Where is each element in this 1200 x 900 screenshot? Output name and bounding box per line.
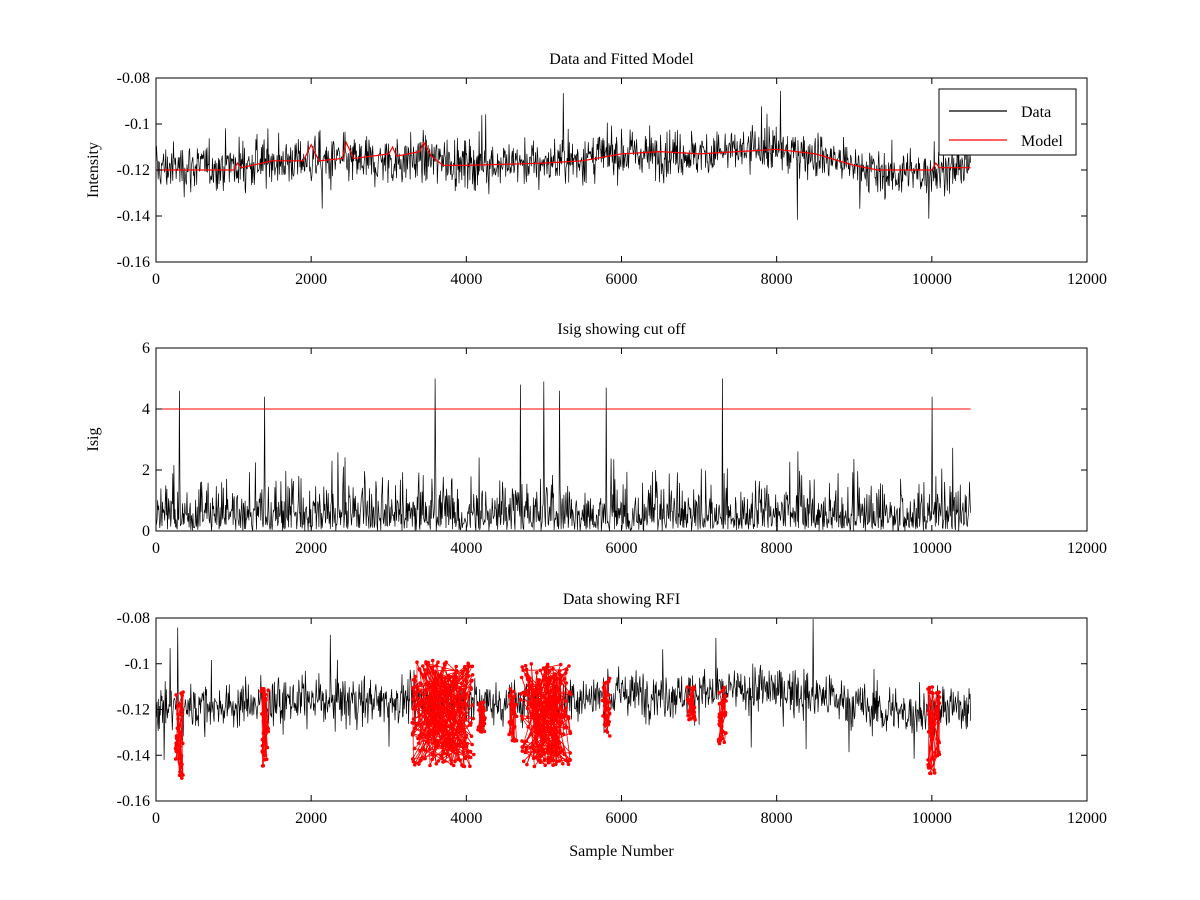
y-tick-label: -0.14 [117, 747, 150, 764]
x-tick-label: 10000 [912, 271, 952, 288]
y-tick-label: -0.14 [117, 208, 150, 225]
plot-area [156, 618, 971, 780]
y-tick-label: -0.12 [117, 702, 150, 719]
y-tick-label: -0.08 [117, 70, 150, 87]
x-tick-label: 6000 [606, 810, 638, 827]
x-tick-label: 8000 [761, 540, 793, 557]
subplot-1: 0 2000 4000 6000 8000 10000 12000 -0.16 -0.14 -0.… [85, 51, 1107, 288]
x-tick-label: 4000 [450, 271, 482, 288]
x-tick-label: 2000 [295, 810, 327, 827]
y-axis-label: Intensity [85, 142, 102, 198]
y-tick-label: -0.08 [117, 610, 150, 627]
x-tick-label: 12000 [1067, 810, 1107, 827]
x-tick-label: 2000 [295, 271, 327, 288]
rfi-region-7 [601, 678, 611, 737]
x-tick-label: 6000 [606, 271, 638, 288]
isig-series-line [156, 378, 971, 531]
y-tick-label: -0.1 [125, 656, 150, 673]
x-tick-label: 12000 [1067, 271, 1107, 288]
legend-box [938, 88, 1077, 156]
rfi-markers [173, 658, 942, 780]
rfi-region-6 [519, 663, 572, 768]
x-tick-label: 0 [152, 271, 160, 288]
y-tick-label: 2 [142, 462, 150, 479]
y-tick-label: 6 [142, 340, 150, 357]
subplot-2: 0 2000 4000 6000 8000 10000 12000 0 2 4 6 Isig show… [85, 321, 1107, 557]
subplot-3: 0 2000 4000 6000 8000 10000 12000 -0.16 -0.14 -0.… [117, 591, 1107, 860]
subplot-title: Data and Fitted Model [549, 51, 694, 68]
y-tick-label: 0 [142, 523, 150, 540]
subplot-title: Data showing RFI [563, 591, 680, 608]
x-tick-label: 4000 [450, 540, 482, 557]
rfi-region-3 [411, 660, 474, 768]
model-series-line [156, 140, 971, 171]
x-tick-label: 10000 [912, 540, 952, 557]
legend: Data Model [938, 88, 1077, 156]
y-tick-label: -0.12 [117, 162, 150, 179]
plot-area [156, 90, 971, 220]
rfi-region-9 [718, 687, 727, 744]
x-tick-label: 0 [152, 810, 160, 827]
x-tick-label: 10000 [912, 810, 952, 827]
x-tick-label: 6000 [606, 540, 638, 557]
y-tick-label: -0.1 [125, 116, 150, 133]
x-tick-label: 8000 [761, 271, 793, 288]
rfi-region-5 [508, 688, 517, 742]
subplot-title: Isig showing cut off [557, 321, 686, 338]
x-tick-label: 8000 [761, 810, 793, 827]
legend-entry: Data [1021, 104, 1051, 121]
y-axis-label: Isig [85, 428, 102, 452]
plot-area [156, 378, 971, 531]
data-series-line [156, 90, 971, 220]
y-tick-label: -0.16 [117, 254, 150, 271]
rfi-region-1 [175, 691, 184, 779]
rfi-region-4 [477, 702, 486, 733]
rfi-region-10 [927, 686, 940, 774]
rfi-region-8 [686, 686, 696, 721]
rfi-region-2 [261, 687, 269, 766]
y-tick-label: -0.16 [117, 793, 150, 810]
legend-entry: Model [1021, 133, 1063, 150]
x-tick-label: 2000 [295, 540, 327, 557]
x-axis-label: Sample Number [569, 843, 674, 860]
y-tick-label: 4 [142, 401, 150, 418]
x-tick-label: 12000 [1067, 540, 1107, 557]
x-tick-label: 4000 [450, 810, 482, 827]
x-tick-label: 0 [152, 540, 160, 557]
